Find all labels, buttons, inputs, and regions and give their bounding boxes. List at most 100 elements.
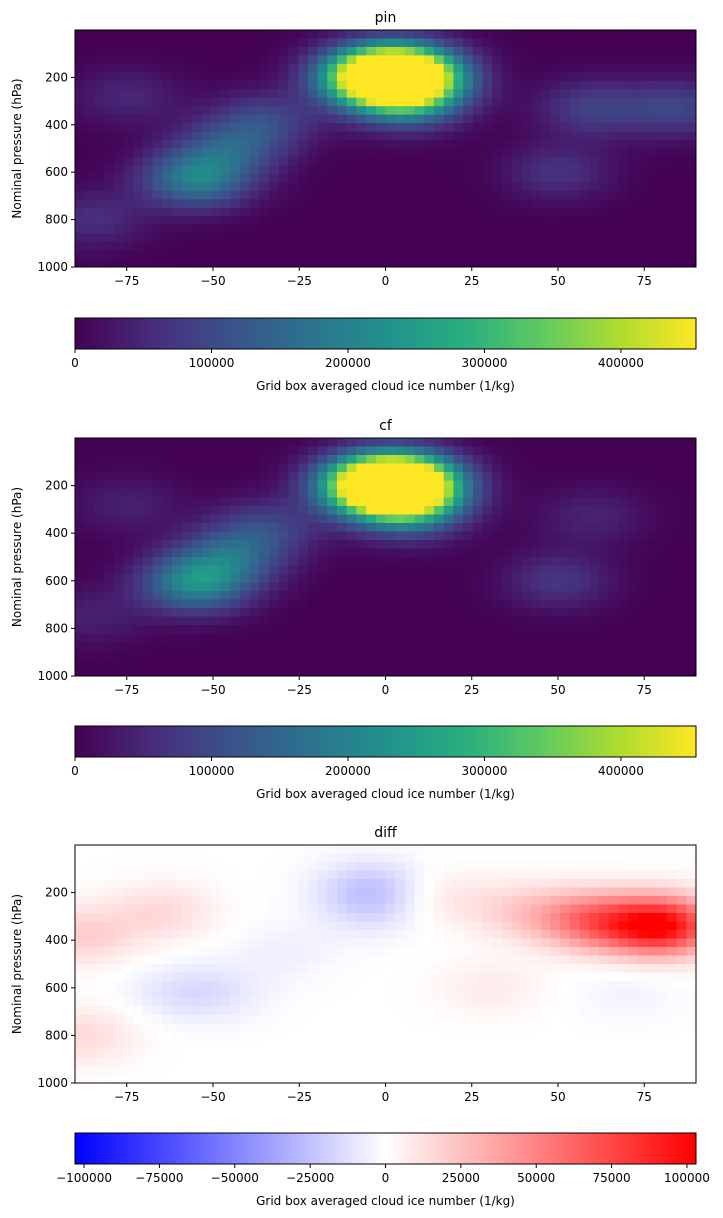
heatmap-cell bbox=[657, 633, 668, 643]
heatmap-cell bbox=[434, 480, 445, 490]
heatmap-cell bbox=[366, 506, 377, 515]
heatmap-cell bbox=[618, 667, 629, 676]
heatmap-cell bbox=[666, 659, 677, 668]
heatmap-cell bbox=[385, 616, 396, 626]
heatmap-cell bbox=[327, 114, 338, 124]
heatmap-cell bbox=[424, 574, 435, 583]
heatmap-cell bbox=[249, 250, 260, 259]
heatmap-cell bbox=[75, 224, 86, 234]
heatmap-cell bbox=[239, 955, 251, 965]
heatmap-cell bbox=[278, 514, 289, 524]
heatmap-cell bbox=[94, 955, 105, 965]
heatmap-cell bbox=[172, 616, 183, 626]
heatmap-cell bbox=[560, 582, 571, 592]
heatmap-cell bbox=[608, 921, 619, 931]
heatmap-cell bbox=[463, 845, 474, 854]
heatmap-cell bbox=[84, 224, 95, 234]
heatmap-cell bbox=[540, 574, 551, 583]
heatmap-cell bbox=[598, 190, 610, 200]
heatmap-cell bbox=[492, 591, 503, 600]
heatmap-cell bbox=[249, 106, 260, 116]
heatmap-cell bbox=[676, 463, 687, 473]
heatmap-cell bbox=[550, 650, 561, 660]
heatmap-cell bbox=[307, 565, 318, 575]
heatmap-cell bbox=[191, 472, 202, 481]
heatmap-cell bbox=[443, 97, 454, 107]
heatmap-cell bbox=[181, 30, 192, 39]
heatmap-cell bbox=[628, 173, 639, 183]
heatmap-cell bbox=[424, 463, 435, 473]
heatmap-cell bbox=[404, 123, 416, 132]
heatmap-cell bbox=[395, 506, 406, 515]
heatmap-cell bbox=[239, 123, 251, 132]
heatmap-cell bbox=[647, 870, 658, 880]
heatmap-cell bbox=[142, 72, 154, 82]
heatmap-cell bbox=[569, 455, 580, 464]
heatmap-cell bbox=[424, 599, 435, 609]
heatmap-cell bbox=[220, 173, 231, 183]
heatmap-cell bbox=[569, 38, 580, 48]
heatmap-cell bbox=[434, 455, 445, 464]
heatmap-cell bbox=[210, 667, 221, 676]
heatmap-cell bbox=[230, 947, 241, 956]
heatmap-cell bbox=[201, 862, 212, 871]
heatmap-cell bbox=[453, 156, 464, 166]
heatmap-cell bbox=[259, 879, 270, 888]
heatmap-cell bbox=[288, 853, 299, 863]
heatmap-cell bbox=[453, 574, 464, 583]
heatmap-cell bbox=[278, 981, 289, 990]
heatmap-cell bbox=[492, 165, 503, 175]
heatmap-cell bbox=[501, 947, 513, 956]
heatmap-cell bbox=[220, 190, 231, 200]
heatmap-cell bbox=[628, 1006, 639, 1016]
heatmap-cell bbox=[560, 514, 571, 524]
heatmap-cell bbox=[75, 72, 86, 82]
heatmap-cell bbox=[220, 913, 231, 922]
heatmap-cell bbox=[249, 190, 260, 200]
heatmap-cell bbox=[434, 853, 445, 863]
heatmap-cell bbox=[521, 72, 532, 82]
heatmap-cell bbox=[598, 887, 610, 897]
heatmap-cell bbox=[657, 964, 668, 973]
heatmap-cell bbox=[113, 173, 124, 183]
heatmap-cell bbox=[75, 853, 86, 863]
heatmap-cell bbox=[336, 1015, 348, 1024]
heatmap-cell bbox=[608, 241, 619, 251]
heatmap-cell bbox=[628, 224, 639, 234]
heatmap-cell bbox=[336, 565, 348, 575]
heatmap-cell bbox=[501, 463, 513, 473]
heatmap-cell bbox=[560, 224, 571, 234]
heatmap-cell bbox=[637, 224, 648, 234]
heatmap-cell bbox=[424, 89, 435, 99]
heatmap-cell bbox=[637, 46, 648, 56]
heatmap-cell bbox=[511, 106, 522, 116]
heatmap-cell bbox=[385, 591, 396, 600]
heatmap-cell bbox=[249, 913, 260, 922]
heatmap-cell bbox=[579, 55, 590, 65]
heatmap-cell bbox=[133, 63, 144, 73]
heatmap-cell bbox=[686, 190, 696, 200]
heatmap-cell bbox=[133, 540, 144, 549]
heatmap-cell bbox=[375, 633, 386, 643]
heatmap-cell bbox=[113, 870, 124, 880]
heatmap-cell bbox=[104, 173, 115, 183]
heatmap-cell bbox=[628, 981, 639, 990]
heatmap-cell bbox=[317, 599, 328, 609]
heatmap-cell bbox=[288, 131, 299, 141]
heatmap-cell bbox=[414, 446, 425, 456]
heatmap-cell bbox=[511, 123, 522, 132]
heatmap-cell bbox=[317, 938, 328, 948]
heatmap-cell bbox=[511, 258, 522, 267]
heatmap-cell bbox=[560, 89, 571, 99]
heatmap-cell bbox=[346, 131, 357, 141]
heatmap-cell bbox=[317, 616, 328, 626]
heatmap-cell bbox=[210, 989, 221, 999]
heatmap-cell bbox=[288, 190, 299, 200]
heatmap-cell bbox=[104, 38, 115, 48]
heatmap-cell bbox=[239, 938, 251, 948]
heatmap-cell bbox=[463, 199, 474, 209]
heatmap-cell bbox=[288, 55, 299, 65]
heatmap-cell bbox=[201, 480, 212, 490]
heatmap-cell bbox=[647, 574, 658, 583]
heatmap-cell bbox=[628, 659, 639, 668]
